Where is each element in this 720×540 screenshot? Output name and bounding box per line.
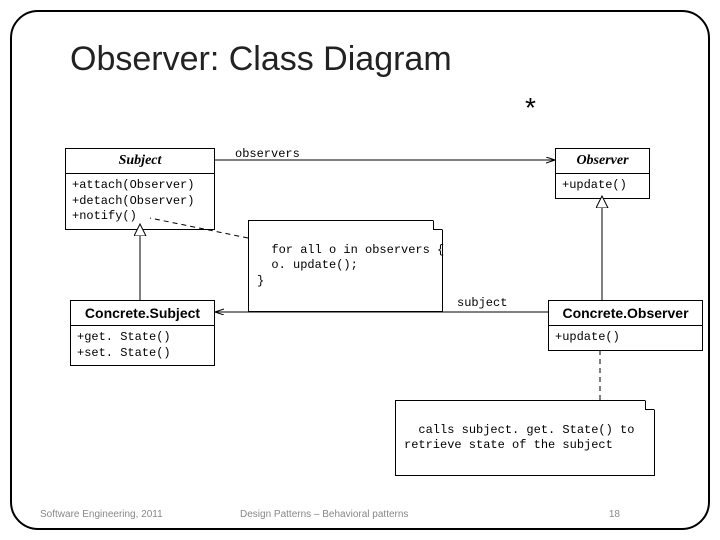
- note-notify: for all o in observers { o. update(); }: [248, 220, 443, 312]
- class-concrete-observer-title: Concrete.Observer: [549, 301, 702, 326]
- note-retrieve: calls subject. get. State() to retrieve …: [395, 400, 655, 476]
- class-concrete-observer: Concrete.Observer +update(): [548, 300, 703, 351]
- class-subject-title: Subject: [66, 149, 214, 174]
- class-subject-ops: +attach(Observer) +detach(Observer) +not…: [66, 174, 214, 229]
- page-title: Observer: Class Diagram: [70, 40, 452, 79]
- footer-page-number: 18: [609, 509, 620, 520]
- class-concrete-subject-ops: +get. State() +set. State(): [71, 326, 214, 365]
- note-notify-text: for all o in observers { o. update(); }: [257, 243, 444, 288]
- note-fold-icon: [645, 400, 655, 410]
- note-fold-icon: [433, 220, 443, 230]
- class-subject: Subject +attach(Observer) +detach(Observ…: [65, 148, 215, 230]
- label-subject: subject: [457, 296, 507, 310]
- class-observer-ops: +update(): [556, 174, 649, 198]
- footer-center: Design Patterns – Behavioral patterns: [240, 509, 408, 520]
- class-observer-title: Observer: [556, 149, 649, 174]
- class-concrete-subject-title: Concrete.Subject: [71, 301, 214, 326]
- label-observers: observers: [235, 147, 300, 161]
- class-concrete-subject: Concrete.Subject +get. State() +set. Sta…: [70, 300, 215, 366]
- class-observer: Observer +update(): [555, 148, 650, 199]
- note-retrieve-text: calls subject. get. State() to retrieve …: [404, 423, 634, 453]
- class-concrete-observer-ops: +update(): [549, 326, 702, 350]
- footer-left: Software Engineering, 2011: [40, 509, 163, 520]
- multiplicity-asterisk: *: [525, 92, 536, 124]
